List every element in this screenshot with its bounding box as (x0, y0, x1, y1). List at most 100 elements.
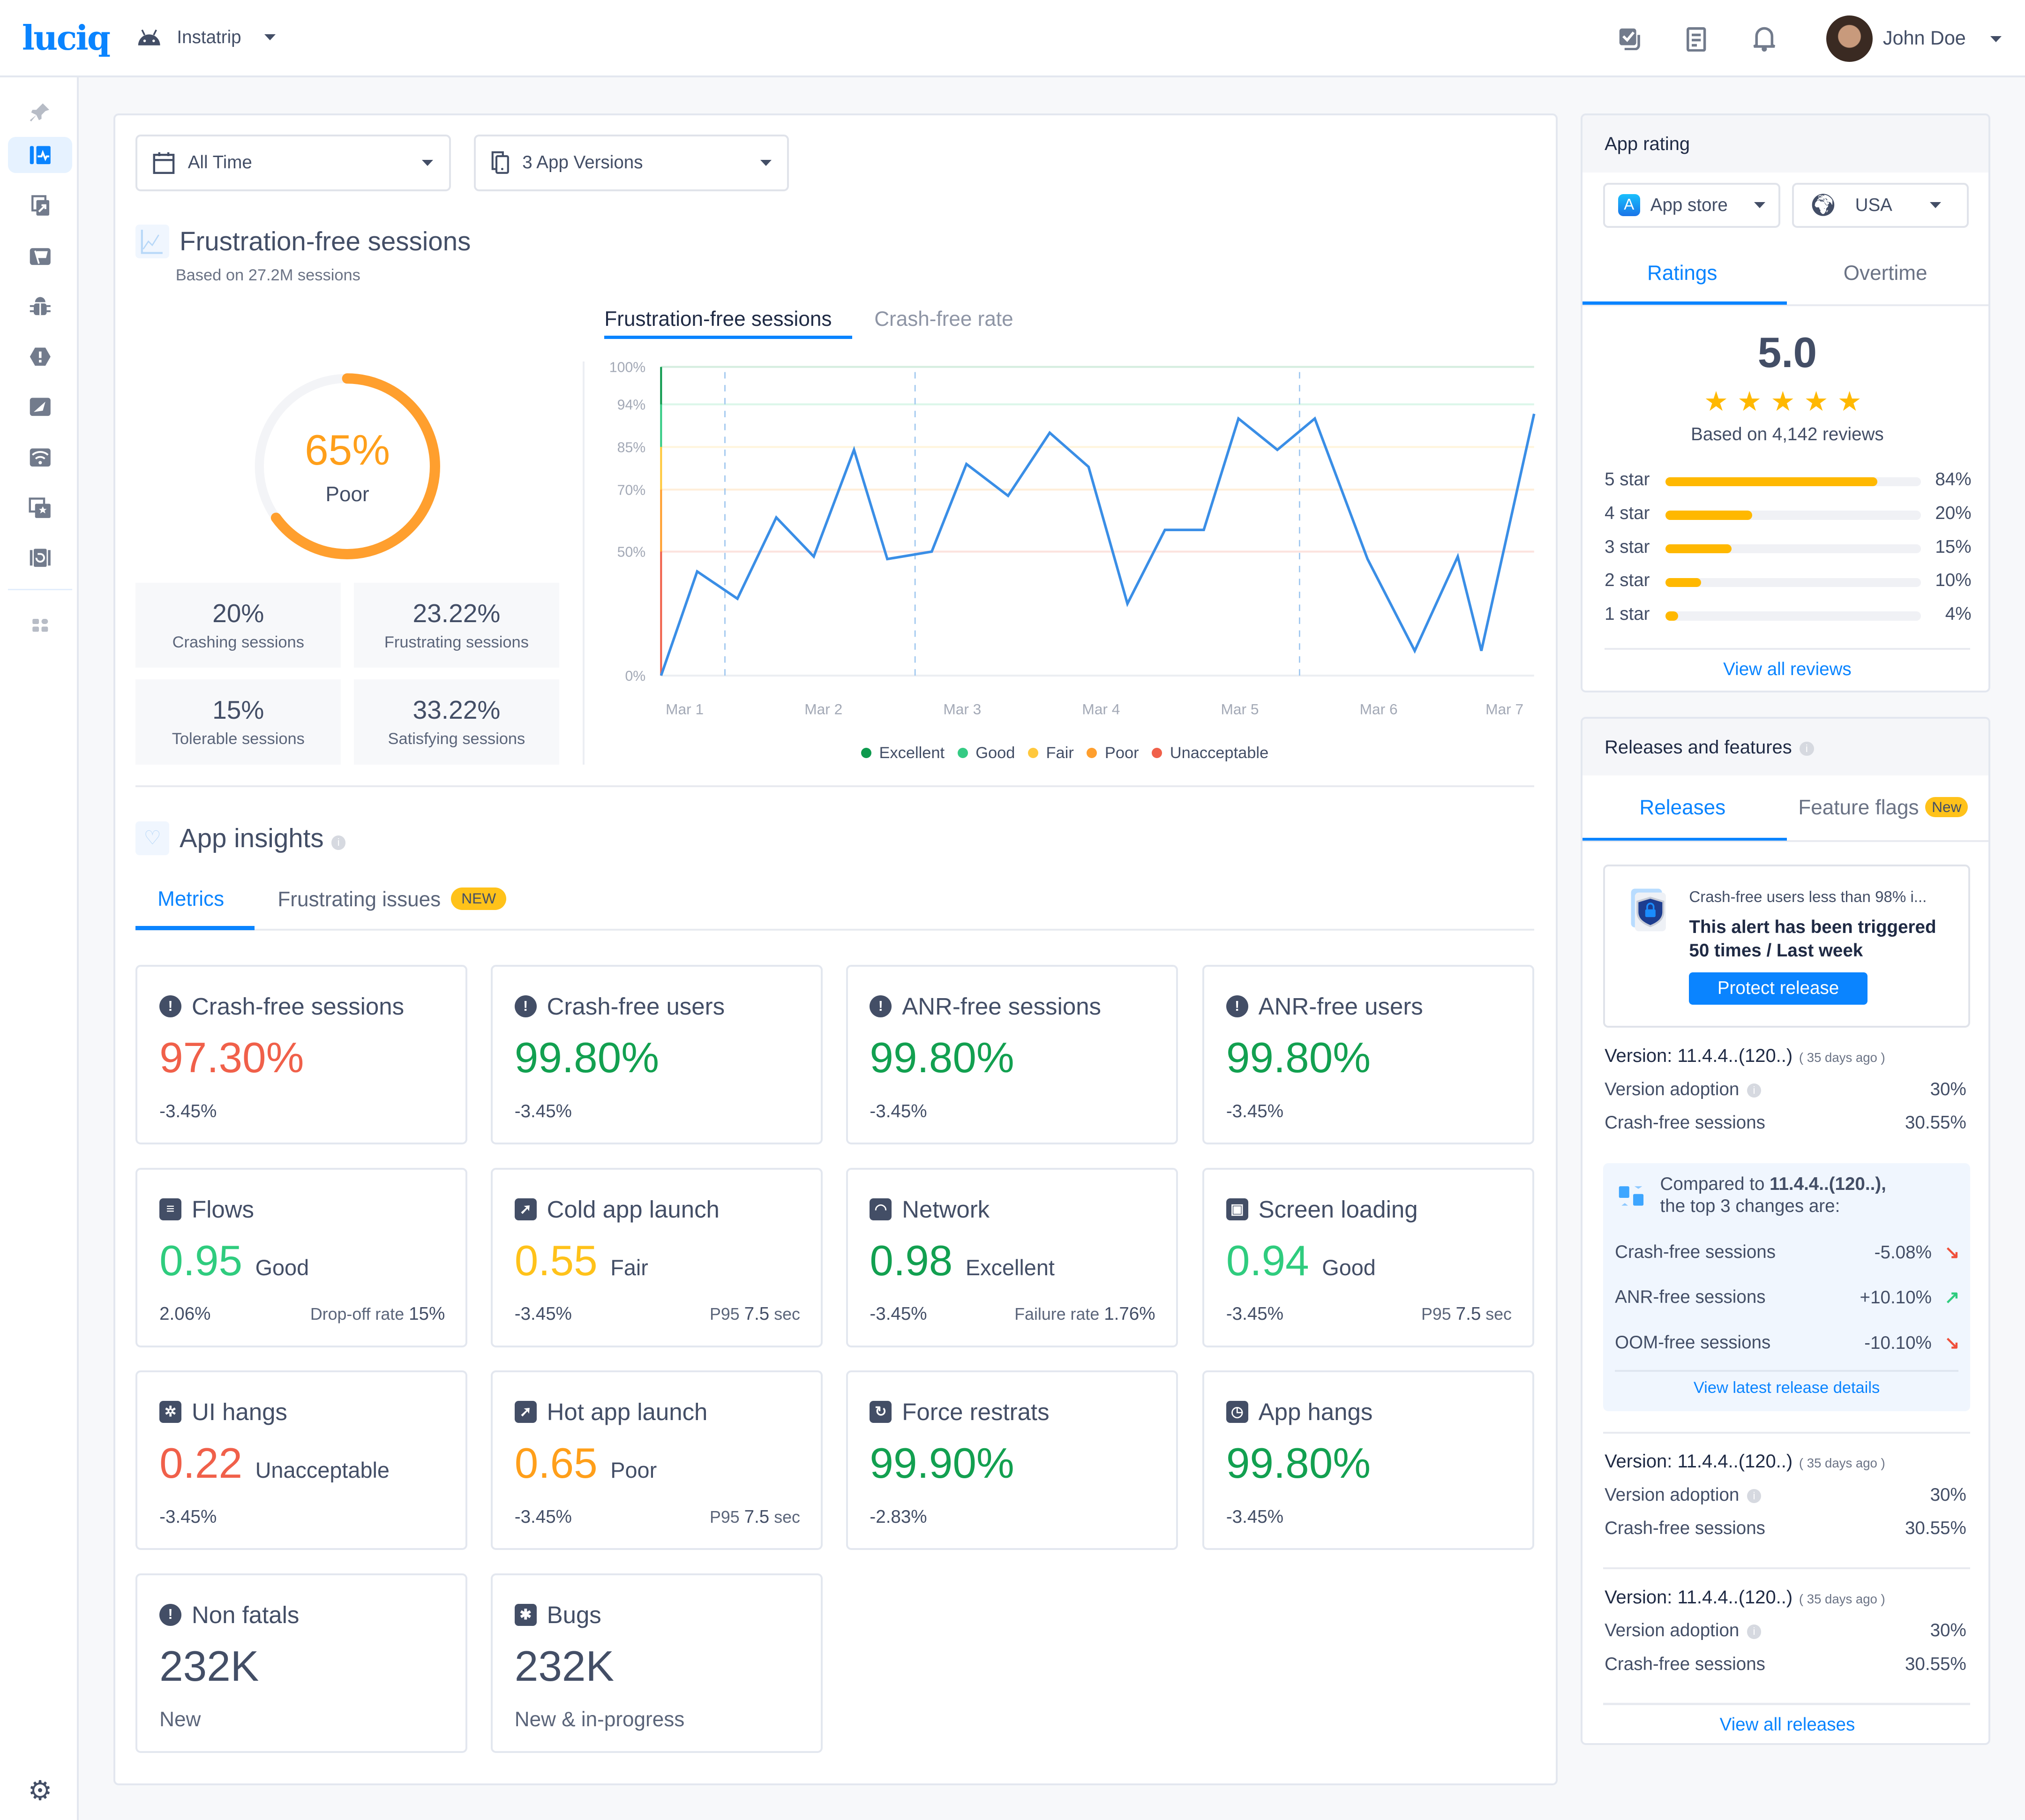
view-latest-release-link[interactable]: View latest release details (1693, 1378, 1880, 1397)
settings-icon[interactable]: ⚙ (28, 1775, 52, 1806)
shield-lock-icon (1631, 888, 1666, 932)
metric-card[interactable]: ! Crash-free users 99.80% -3.45% (490, 965, 823, 1144)
app-switcher[interactable]: Instatrip (137, 27, 276, 48)
metric-value: 99.80% (870, 1034, 1014, 1082)
info-icon[interactable]: i (1800, 741, 1814, 756)
notes-icon[interactable] (1687, 27, 1707, 52)
sidebar-item-crashes[interactable] (8, 338, 73, 375)
time-range-dropdown[interactable]: All Time (135, 134, 451, 191)
compare-suffix: the top 3 changes are: (1660, 1196, 1840, 1216)
legend-item[interactable]: Good (957, 744, 1015, 762)
sidebar-item-releases[interactable] (8, 187, 73, 223)
change-label: OOM-free sessions (1615, 1332, 1771, 1353)
crash-free-row: Crash-free sessions 30.55% (1605, 1654, 1966, 1675)
version-name[interactable]: Version: 11.4.4..(120..) (1605, 1587, 1793, 1608)
metric-card[interactable]: ↻ Force restrats 99.90% -2.83% (846, 1370, 1178, 1550)
legend-dot (1152, 748, 1162, 759)
metric-value: 0.98 (870, 1237, 953, 1285)
metric-value: 0.94 (1226, 1237, 1309, 1285)
bar-label: 1 star (1605, 603, 1650, 624)
change-value: -10.10% (1864, 1332, 1932, 1353)
sidebar-item-app-ratings[interactable] (8, 489, 73, 526)
secondary-value: 7.5 (744, 1506, 770, 1527)
tab-ratings[interactable]: Ratings (1647, 261, 1718, 285)
metric-card[interactable]: ➚ Cold app launch 0.55 Fair -3.45% P95 7.5 se… (490, 1167, 823, 1347)
metric-value: 232K (514, 1642, 615, 1690)
tab-underline (135, 926, 255, 930)
metric-secondary: P95 7.5 sec (710, 1507, 800, 1527)
tasks-icon[interactable] (1618, 27, 1642, 51)
info-icon[interactable]: i (1747, 1083, 1762, 1098)
version-name[interactable]: Version: 11.4.4..(120..) (1605, 1045, 1793, 1067)
metric-card[interactable]: ◷ App hangs 99.80% -3.45% (1202, 1370, 1535, 1550)
chart-line-icon (135, 225, 169, 258)
metric-title-text: Cold app launch (547, 1196, 720, 1223)
releases-panel: Releases and features i Releases Feature … (1581, 717, 1990, 1745)
tab-frustrating-issues[interactable]: Frustrating issues NEW (278, 887, 507, 911)
sidebar-item-app-launch[interactable] (8, 389, 73, 425)
sidebar-item-feature-flags[interactable] (8, 238, 73, 274)
metric-icon: ! (514, 995, 537, 1018)
app-versions-dropdown[interactable]: 3 App Versions (474, 134, 789, 191)
metric-card[interactable]: ! ANR-free users 99.80% -3.45% (1202, 965, 1535, 1144)
star-icon: ★ (1770, 387, 1804, 417)
country-dropdown[interactable]: 🌍︎ USA (1792, 182, 1969, 228)
metric-card[interactable]: ✱ Bugs 232K New & in-progress (490, 1573, 823, 1753)
sidebar-item-bugs[interactable] (8, 288, 73, 324)
pin-icon[interactable] (8, 94, 73, 130)
metric-card[interactable]: ➚ Hot app launch 0.65 Poor -3.45% P95 7.5 sec (490, 1370, 823, 1550)
view-all-releases-link[interactable]: View all releases (1719, 1715, 1855, 1735)
metric-card[interactable]: ! Crash-free sessions 97.30% -3.45% (135, 965, 468, 1144)
metric-change: -3.45% (159, 1101, 217, 1121)
metric-value: 0.95 (159, 1237, 243, 1285)
sidebar-item-network[interactable] (8, 439, 73, 475)
info-icon[interactable]: i (1747, 1624, 1762, 1639)
view-all-reviews-link[interactable]: View all reviews (1723, 659, 1852, 680)
tab-overtime[interactable]: Overtime (1843, 261, 1928, 285)
arrow-down-right-icon: ↘ (1944, 1242, 1960, 1263)
legend-item[interactable]: Unacceptable (1152, 744, 1268, 762)
metric-title-text: Bugs (547, 1601, 601, 1628)
metric-icon: ➚ (514, 1401, 537, 1423)
tab-frustration-free[interactable]: Frustration-free sessions (604, 307, 832, 331)
secondary-value: 1.76% (1104, 1304, 1155, 1324)
info-icon[interactable]: i (331, 835, 346, 850)
tab-feature-flags[interactable]: Feature flags New (1798, 796, 1968, 820)
protect-release-button[interactable]: Protect release (1689, 972, 1868, 1005)
user-name[interactable]: John Doe (1882, 27, 1966, 49)
info-icon[interactable]: i (1747, 1489, 1762, 1504)
metric-title: ◷ App hangs (1226, 1398, 1372, 1426)
store-dropdown[interactable]: A App store (1603, 182, 1780, 228)
legend-item[interactable]: Fair (1028, 744, 1074, 762)
luciq-logo[interactable]: luciq (22, 18, 111, 58)
metric-icon: ! (159, 1603, 181, 1626)
bar-track (1665, 477, 1921, 487)
bell-icon[interactable] (1753, 26, 1776, 52)
tab-crash-free-rate[interactable]: Crash-free rate (874, 307, 1013, 331)
metric-card[interactable]: ▣ Screen loading 0.94 Good -3.45% P95 7.5 sec (1202, 1167, 1535, 1347)
avatar[interactable] (1826, 15, 1873, 62)
metric-value: 97.30% (159, 1034, 304, 1082)
sidebar-item-performance[interactable] (8, 137, 73, 173)
legend-item[interactable]: Excellent (861, 744, 945, 762)
sidebar-item-apps[interactable] (8, 607, 73, 643)
user-menu-chevron-icon[interactable] (1990, 36, 2002, 42)
metric-value-row: 99.80% (870, 1034, 1014, 1083)
tab-releases[interactable]: Releases (1639, 796, 1726, 820)
stat-satisfying: 33.22% Satisfying sessions (353, 679, 559, 765)
tab-metrics[interactable]: Metrics (158, 887, 225, 910)
country-value: USA (1855, 195, 1892, 215)
stat-label: Crashing sessions (172, 633, 304, 651)
tab-underline (604, 336, 853, 339)
metric-card[interactable]: ! ANR-free sessions 99.80% -3.45% (846, 965, 1178, 1144)
y-tick-label: 70% (617, 482, 646, 498)
metric-card[interactable]: ✲ UI hangs 0.22 Unacceptable -3.45% (135, 1370, 468, 1550)
metric-card[interactable]: ≡ Flows 0.95 Good 2.06% Drop-off rate 15% (135, 1167, 468, 1347)
legend-item[interactable]: Poor (1087, 744, 1139, 762)
metric-icon: ↻ (870, 1401, 892, 1423)
metric-value-row: 232K (515, 1642, 614, 1691)
metric-card[interactable]: ◠ Network 0.98 Excellent -3.45% Failure rate … (846, 1167, 1178, 1347)
metric-card[interactable]: ! Non fatals 232K New (135, 1573, 468, 1753)
version-name[interactable]: Version: 11.4.4..(120..) (1605, 1451, 1793, 1472)
sidebar-item-session-replay[interactable] (8, 540, 73, 576)
